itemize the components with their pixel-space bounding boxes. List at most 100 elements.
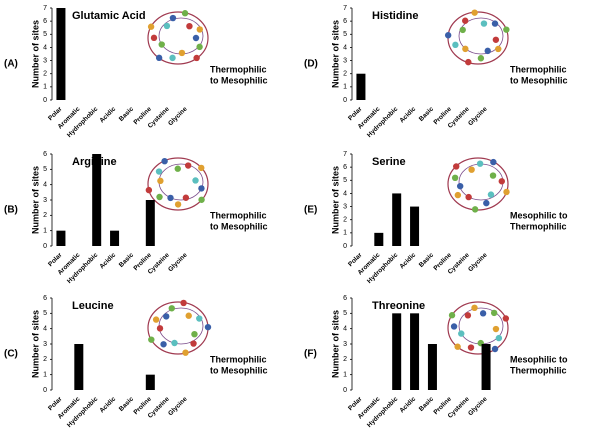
protein-atom [160, 341, 167, 348]
bar [92, 154, 102, 246]
protein-atom [492, 36, 500, 43]
bar [110, 230, 120, 246]
y-tick-label: 2 [43, 356, 47, 363]
annotation: Thermophilic [210, 210, 267, 220]
y-tick-label: 2 [343, 356, 347, 363]
y-tick-label: 7 [343, 151, 347, 158]
y-axis-label: Number of sites [30, 166, 40, 234]
protein-atom [152, 316, 160, 323]
protein-atom [174, 201, 182, 208]
protein-atom [158, 41, 165, 48]
protein-ribbon [458, 17, 504, 55]
y-axis-label: Number of sites [330, 20, 340, 88]
protein-structure [444, 9, 510, 66]
annotation: to Mesophilic [510, 75, 568, 85]
annotation: to Mesophilic [210, 365, 268, 375]
protein-atom [498, 178, 505, 185]
chart-title: Glutamic Acid [72, 10, 146, 22]
protein-atom [479, 310, 487, 317]
y-tick-label: 1 [43, 372, 47, 379]
protein-atom [167, 194, 174, 202]
protein-atom [491, 20, 499, 27]
protein-atom [456, 182, 464, 190]
bar [392, 193, 402, 246]
y-tick-label: 0 [43, 97, 47, 104]
protein-ribbon [447, 301, 509, 355]
protein-atom [181, 10, 189, 17]
chart-title: Threonine [372, 300, 425, 312]
y-tick-label: 1 [343, 372, 347, 379]
protein-structure [145, 157, 209, 211]
bar [410, 206, 420, 246]
x-tick-label: Glycine [167, 395, 189, 417]
bar [392, 313, 402, 390]
y-tick-label: 2 [43, 212, 47, 219]
protein-atom [196, 315, 203, 322]
protein-atom [453, 163, 460, 170]
x-tick-label: Acidic [398, 395, 417, 414]
protein-atom [491, 345, 499, 353]
annotation: Thermophilic [510, 221, 567, 231]
protein-atom [190, 340, 197, 347]
annotation: Mesophilic to [510, 354, 568, 364]
protein-atom [198, 185, 205, 192]
annotation: Mesophilic to [510, 210, 568, 220]
protein-atom [462, 17, 469, 24]
protein-atom [454, 343, 461, 350]
bar [145, 200, 155, 246]
protein-atom [502, 315, 510, 322]
protein-atom [490, 309, 498, 317]
bar [427, 344, 437, 390]
protein-atom [471, 304, 478, 312]
protein-atom [465, 58, 472, 66]
y-axis-label: Number of sites [30, 20, 40, 88]
protein-atom [163, 22, 171, 30]
y-tick-label: 5 [43, 166, 47, 173]
bar [74, 344, 84, 390]
chart-title: Histidine [372, 10, 418, 22]
protein-structure [447, 157, 510, 213]
y-axis-label: Number of sites [330, 166, 340, 234]
bar [356, 73, 366, 100]
x-tick-label: Glycine [167, 105, 189, 127]
protein-atom [178, 49, 186, 57]
y-tick-label: 4 [43, 182, 47, 189]
x-tick-label: Glycine [467, 395, 489, 417]
y-tick-label: 1 [43, 228, 47, 235]
y-tick-label: 3 [43, 197, 47, 204]
y-tick-label: 2 [343, 71, 347, 78]
bar [56, 230, 66, 246]
x-tick-label: Acidic [98, 395, 117, 414]
y-tick-label: 4 [43, 326, 47, 333]
protein-atom [462, 45, 469, 53]
y-tick-label: 3 [43, 57, 47, 64]
y-axis-label: Number of sites [330, 310, 340, 378]
protein-atom [487, 191, 495, 198]
panel-label: (E) [304, 205, 317, 216]
y-tick-label: 6 [343, 295, 347, 302]
protein-atom [156, 193, 163, 201]
y-tick-label: 2 [343, 217, 347, 224]
y-tick-label: 5 [343, 310, 347, 317]
protein-atom [471, 9, 478, 16]
annotation: to Mesophilic [210, 221, 268, 231]
protein-atom [182, 349, 189, 356]
protein-atom [477, 55, 485, 62]
y-tick-label: 1 [343, 230, 347, 237]
protein-atom [147, 23, 155, 30]
protein-atom [191, 330, 198, 338]
protein-ribbon [147, 11, 209, 65]
y-tick-label: 5 [43, 310, 47, 317]
protein-atom [495, 45, 502, 53]
protein-atom [450, 323, 458, 330]
protein-atom [464, 312, 472, 319]
protein-atom [458, 330, 465, 337]
annotation: Thermophilic [510, 64, 567, 74]
protein-ribbon [147, 157, 209, 211]
y-tick-label: 7 [43, 5, 47, 12]
protein-atom [157, 177, 164, 185]
protein-atom [185, 312, 192, 319]
y-tick-label: 6 [43, 18, 47, 25]
x-tick-label: Acidic [98, 251, 117, 270]
y-tick-label: 2 [43, 71, 47, 78]
